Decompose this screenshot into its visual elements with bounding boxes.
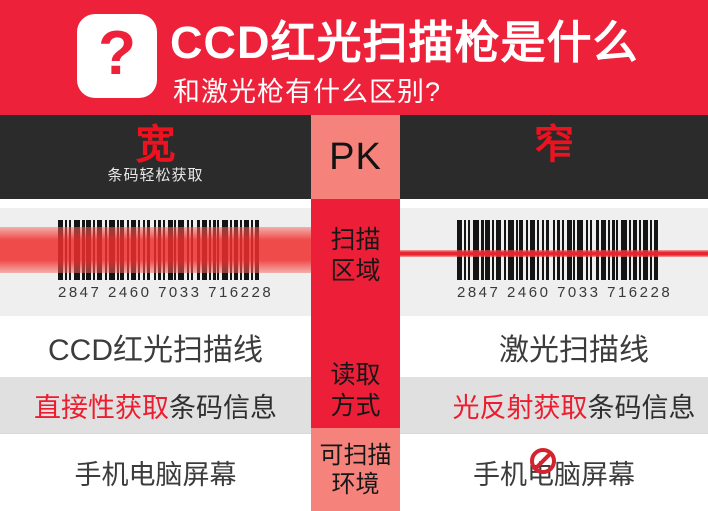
wide-sublabel: 条码轻松获取	[107, 167, 204, 184]
wide-red-scan-band	[0, 227, 311, 273]
environment-right-text: 手机电脑屏幕	[473, 460, 635, 490]
read-method-label: 读取 方式	[311, 360, 400, 422]
prohibition-icon	[530, 448, 556, 474]
barcode-right: 2847 2460 7033 716228	[457, 220, 673, 301]
page-subtitle: 和激光枪有什么区别?	[173, 77, 442, 107]
read-right-rest: 条码信息	[587, 392, 696, 423]
barcode-digits-right: 2847 2460 7033 716228	[457, 284, 673, 301]
column-mid-section: 扫描 区域 读取 方式	[311, 199, 400, 428]
center-pk-column: PK 扫描 区域 读取 方式 可扫描 环境	[311, 115, 400, 511]
environment-line2: 环境	[331, 470, 380, 498]
pk-badge: PK	[311, 115, 400, 199]
read-method-right-text: 光反射获取 条码信息	[420, 377, 708, 433]
environment-label: 可扫描 环境	[320, 441, 392, 499]
environment-left-text: 手机电脑屏幕	[74, 460, 237, 490]
read-right-highlight: 光反射获取	[452, 392, 588, 423]
pk-label: PK	[329, 135, 382, 178]
environment-line1: 可扫描	[319, 441, 392, 469]
barcode-digits-left: 2847 2460 7033 716228	[58, 284, 274, 301]
question-mark-icon: ?	[77, 14, 157, 98]
read-left-rest: 条码信息	[169, 392, 277, 423]
scan-area-line1: 扫描	[330, 226, 381, 254]
question-glyph: ?	[98, 19, 136, 88]
read-left-highlight: 直接性获取	[34, 392, 169, 423]
narrow-label: 窄	[534, 123, 574, 167]
environment-badge: 可扫描 环境	[311, 428, 400, 511]
page-title: CCD红光扫描枪是什么	[170, 17, 639, 68]
scan-area-label: 扫描 区域	[311, 225, 400, 287]
read-method-left-text: 直接性获取 条码信息	[0, 377, 311, 433]
wide-label: 宽	[135, 123, 176, 167]
scan-line-left-text: CCD红光扫描线	[48, 333, 263, 367]
narrow-laser-line	[400, 250, 708, 257]
pk-left-side: 宽 条码轻松获取	[0, 115, 311, 199]
pk-right-side: 窄	[400, 115, 708, 199]
header-banner: ? CCD红光扫描枪是什么 和激光枪有什么区别?	[0, 0, 708, 115]
read-method-line1: 读取	[330, 361, 381, 389]
read-method-line2: 方式	[330, 392, 381, 420]
scan-line-right-text: 激光扫描线	[499, 333, 649, 367]
scan-area-line2: 区域	[330, 257, 381, 285]
